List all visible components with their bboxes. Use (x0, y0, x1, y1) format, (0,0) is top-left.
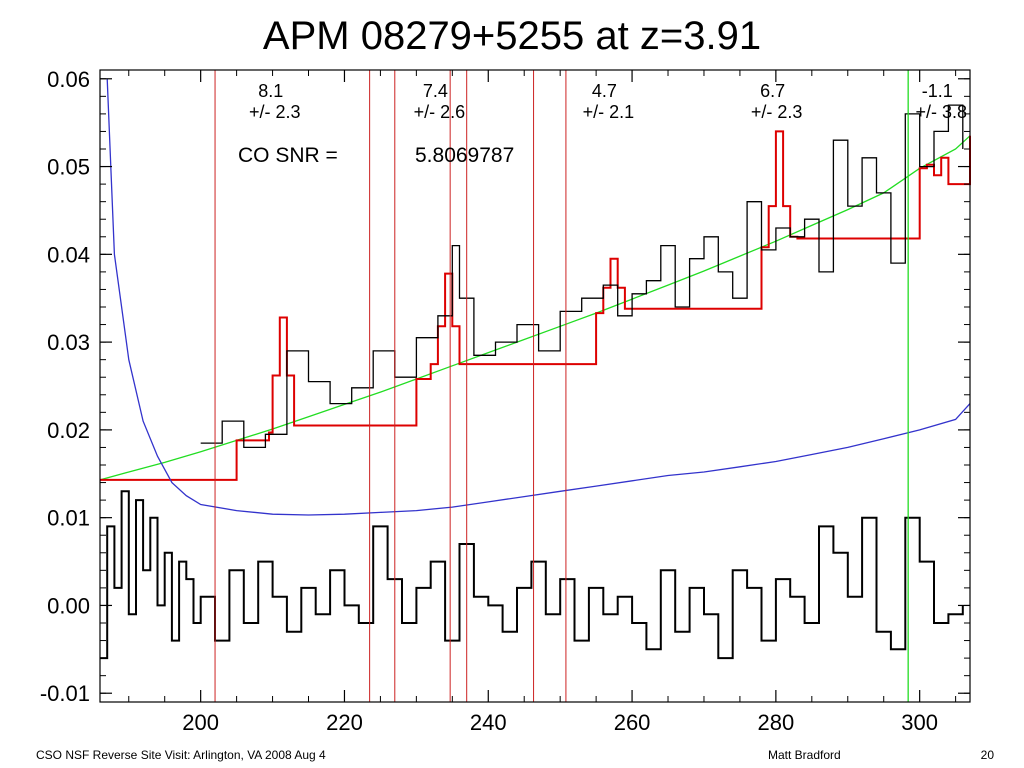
snr-label: CO SNR = (238, 144, 338, 167)
line-flux-error: +/- 2.3 (751, 102, 803, 122)
y-tick-label: 0.01 (47, 506, 90, 531)
line-flux-value: 8.1 (258, 81, 283, 101)
noise-model-line (106, 78, 971, 516)
line-flux-value: -1.1 (922, 81, 953, 101)
observed-spectrum-line (200, 104, 964, 449)
y-tick-label: 0.04 (47, 242, 90, 267)
line-flux-error: +/- 3.8 (915, 102, 967, 122)
line-flux-value: 7.4 (423, 81, 448, 101)
line-flux-error: +/- 2.6 (414, 102, 466, 122)
x-tick-label: 200 (182, 710, 219, 735)
y-tick-label: 0.00 (47, 593, 90, 618)
axis-layer: 200 220 240 260 280 300 -0.01 0.00 0.01 0.02 0.03 0… (40, 67, 970, 735)
y-tick-label: 0.03 (47, 330, 90, 355)
continuum-fit-line (99, 135, 971, 481)
footer-author: Matt Bradford (768, 748, 841, 762)
x-tick-label: 300 (901, 710, 938, 735)
slide-title: APM 08279+5255 at z=3.91 (262, 14, 762, 58)
x-tick-label: 260 (614, 710, 651, 735)
y-tick-label: 0.05 (47, 155, 90, 180)
line-flux-value: 4.7 (592, 81, 617, 101)
x-tick-label: 280 (758, 710, 795, 735)
y-tick-label: 0.06 (47, 67, 90, 92)
series-layer (99, 78, 971, 660)
residual-line (100, 490, 964, 660)
model-with-CO-lines-line (100, 130, 971, 481)
annotation-layer: 8.1+/- 2.37.4+/- 2.64.7+/- 2.16.7+/- 2.3… (249, 81, 967, 122)
line-flux-value: 6.7 (760, 81, 785, 101)
x-tick-label: 220 (326, 710, 363, 735)
footer-venue: CSO NSF Reverse Site Visit: Arlington, V… (36, 748, 326, 762)
plot-frame (99, 69, 971, 703)
line-flux-error: +/- 2.1 (583, 102, 635, 122)
y-tick-label: 0.02 (47, 418, 90, 443)
line-flux-error: +/- 2.3 (249, 102, 301, 122)
y-tick-label: -0.01 (40, 681, 90, 706)
x-tick-label: 240 (470, 710, 507, 735)
vertical-lines-layer (214, 70, 909, 702)
page-number: 20 (980, 748, 994, 762)
snr-value: 5.8069787 (415, 144, 514, 167)
